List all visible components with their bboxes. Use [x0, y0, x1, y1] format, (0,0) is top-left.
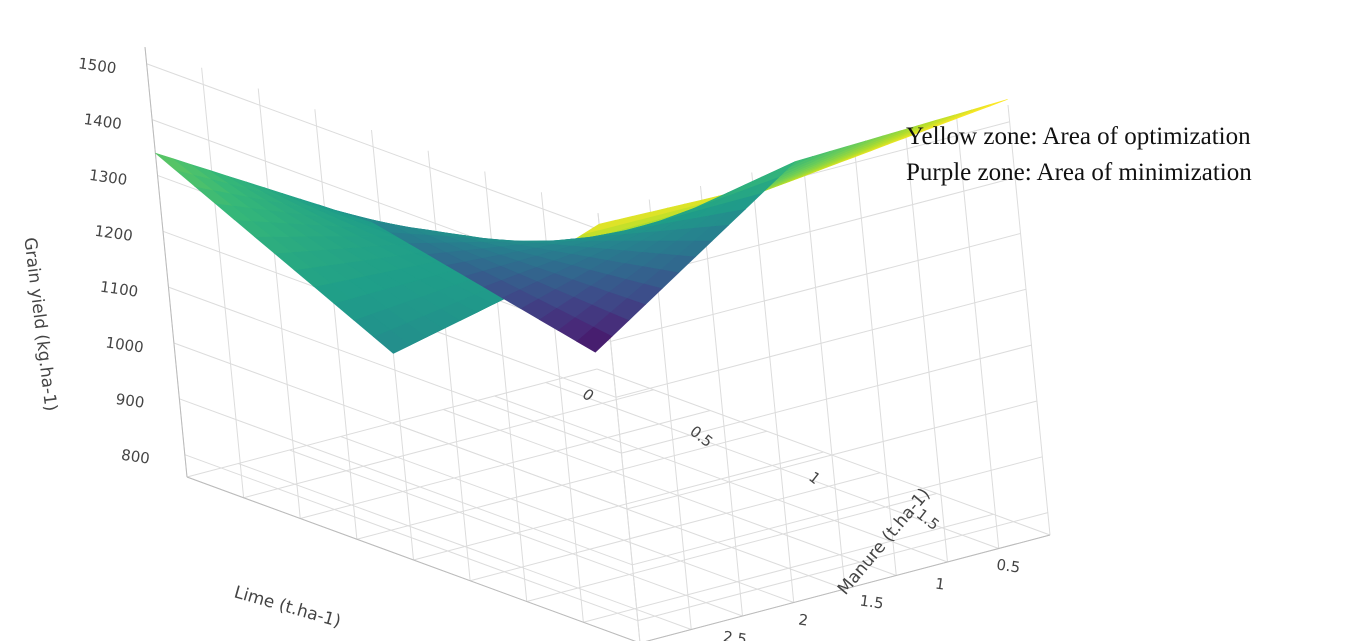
z-tick-label: 1000 [104, 333, 144, 356]
z-tick-label: 900 [115, 390, 146, 412]
x-tick-label: 0 [579, 385, 598, 405]
y-tick-label: 1.5 [859, 591, 885, 612]
z-gridline [168, 286, 622, 454]
z-gridline [637, 512, 1048, 622]
z-gridline [173, 342, 628, 510]
side-wall-gridline [905, 131, 948, 563]
z-gridline [610, 232, 1021, 342]
z-tick-label: 1300 [88, 166, 128, 189]
back-wall-gridline [484, 171, 528, 602]
floor-gridline [596, 368, 1051, 536]
side-wall-gridline [751, 172, 795, 603]
back-wall-gridline [201, 67, 245, 498]
x-tick-label: 0.5 [686, 422, 716, 451]
z-gridline [184, 454, 638, 622]
back-wall-gridline [314, 109, 358, 540]
floor-gridline [526, 493, 937, 602]
z-axis-title: Grain yield (kg.ha-1) [19, 236, 60, 412]
y-axis-line [645, 534, 1051, 641]
z-axis-line [144, 46, 188, 478]
z-tick-label: 1500 [77, 54, 117, 77]
side-wall-gridline [802, 158, 846, 590]
z-tick-label: 1200 [94, 222, 134, 245]
x-axis-line [186, 476, 636, 641]
z-gridline [632, 456, 1043, 566]
floor-gridline [545, 382, 999, 549]
x-tick-label: 1 [805, 468, 824, 488]
y-tick-label: 2 [797, 610, 809, 629]
z-tick-label: 800 [120, 446, 151, 468]
back-wall-gridline [427, 150, 471, 581]
x-axis-title: Lime (t.ha-1) [232, 582, 343, 632]
z-tick-label: 1100 [99, 278, 139, 301]
z-gridline [615, 288, 1027, 398]
z-gridline [626, 400, 1038, 510]
side-wall-gridline [700, 185, 743, 617]
y-tick-label: 1 [934, 574, 946, 593]
y-tick-label: 0.5 [995, 555, 1021, 576]
back-wall-gridline [257, 88, 301, 519]
side-wall-gridline [956, 118, 1000, 549]
floor-gridline [469, 472, 881, 582]
z-tick-label: 1400 [83, 110, 123, 133]
y-tick-label: 2.5 [722, 627, 748, 641]
y-axis-title: Manure (t.ha-1) [834, 485, 935, 599]
yellow-zone-note: Yellow zone: Area of optimization [906, 123, 1251, 150]
surface-face [576, 326, 613, 353]
surface [155, 99, 1008, 354]
side-wall-gridline [1007, 104, 1051, 536]
floor-gridline [443, 409, 897, 576]
z-gridline [621, 344, 1032, 454]
z-gridline [146, 63, 600, 231]
floor-gridline [494, 395, 948, 563]
z-gridline [179, 398, 633, 566]
floor-gridline [583, 513, 994, 623]
purple-zone-note: Purple zone: Area of minimization [906, 159, 1252, 186]
side-wall-gridline [853, 145, 897, 576]
